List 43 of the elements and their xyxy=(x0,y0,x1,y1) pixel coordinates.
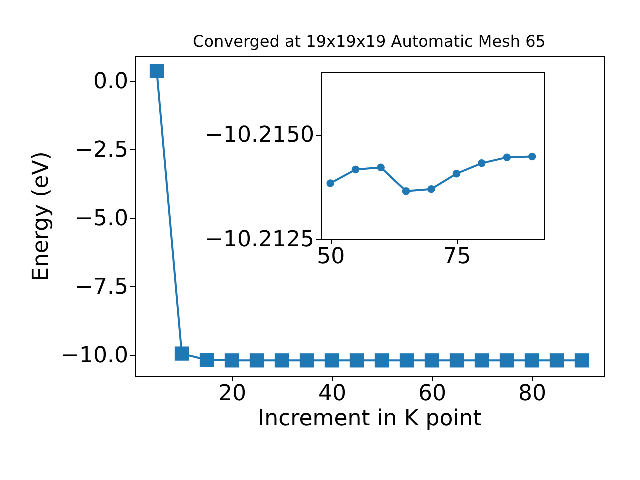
y-tick-label: −10.2125 xyxy=(205,228,314,252)
point xyxy=(450,354,464,368)
y-tick-label: −2.5 xyxy=(75,138,128,163)
point xyxy=(428,185,436,194)
y-tick-label: −7.5 xyxy=(75,274,128,300)
point xyxy=(150,64,164,78)
point xyxy=(326,180,334,188)
point xyxy=(174,346,190,361)
x-axis-title: Increment in K point xyxy=(258,406,482,432)
x-tick-label: 80 xyxy=(518,382,546,406)
point xyxy=(324,354,340,368)
point xyxy=(400,354,414,368)
point xyxy=(574,354,590,368)
point xyxy=(274,354,290,368)
y-axis-title: Energy (eV) xyxy=(29,152,54,282)
y-tick-label: −10.0 xyxy=(61,343,128,368)
point xyxy=(350,354,364,368)
x-tick-label: 60 xyxy=(418,382,446,406)
point xyxy=(478,160,486,168)
chart-title: Converged at 19x19x19 Automatic Mesh 65 xyxy=(193,32,546,51)
point xyxy=(452,170,461,178)
y-tick-label: −5.0 xyxy=(75,206,128,232)
x-tick-label: 20 xyxy=(218,382,246,406)
point xyxy=(300,354,314,368)
point xyxy=(352,166,360,174)
x-tick-label: 75 xyxy=(443,244,472,270)
x-tick-label: 50 xyxy=(317,244,346,270)
point xyxy=(424,354,440,368)
point xyxy=(250,354,264,368)
point xyxy=(474,354,490,368)
x-tick-label: 40 xyxy=(318,382,346,406)
y-tick-label: −10.2150 xyxy=(205,123,314,148)
point xyxy=(503,154,512,162)
point xyxy=(528,152,536,161)
point xyxy=(374,354,390,368)
y-tick-label: 0.0 xyxy=(94,69,128,94)
point xyxy=(224,354,240,368)
point xyxy=(500,354,514,368)
point xyxy=(550,354,564,368)
point xyxy=(524,354,540,368)
point xyxy=(377,164,385,172)
point xyxy=(200,353,214,368)
point xyxy=(402,188,410,196)
